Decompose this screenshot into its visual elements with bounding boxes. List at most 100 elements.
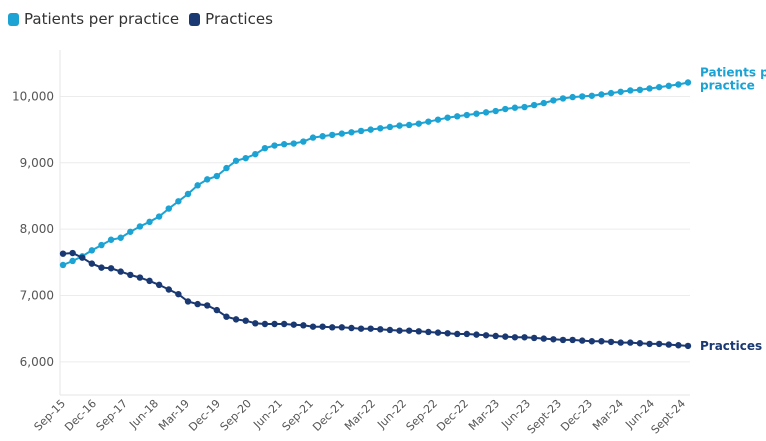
data-point — [617, 339, 624, 346]
data-point — [88, 247, 96, 254]
data-point — [521, 103, 528, 111]
data-point — [415, 328, 422, 335]
data-point — [223, 164, 230, 172]
x-tick-label: Jun-18 — [126, 397, 161, 432]
data-point — [280, 320, 288, 328]
data-point — [252, 320, 259, 327]
data-point — [213, 172, 221, 180]
x-tick-label: Dec-21 — [310, 397, 347, 434]
data-point — [184, 190, 192, 198]
data-point — [69, 249, 76, 257]
data-point — [367, 126, 374, 133]
x-tick-label: Sept-23 — [525, 397, 565, 437]
y-tick-label: 6,000 — [20, 355, 54, 369]
y-tick-label: 10,000 — [12, 89, 54, 103]
data-point — [473, 331, 480, 338]
data-point — [636, 340, 644, 347]
data-point — [434, 329, 442, 336]
data-point — [329, 324, 336, 331]
data-point — [242, 317, 249, 324]
legend-swatch-patients — [8, 12, 19, 26]
x-tick-label: Sep-22 — [404, 397, 441, 434]
data-point — [550, 336, 557, 343]
y-tick-label: 9,000 — [20, 156, 54, 170]
x-tick-label: Sep-17 — [94, 397, 131, 434]
data-point — [646, 340, 653, 348]
data-point — [655, 340, 663, 348]
data-point — [367, 325, 374, 332]
data-point — [165, 205, 172, 212]
series-end-label-line: practice — [700, 79, 755, 93]
data-point — [598, 338, 605, 345]
series-line-practices — [62, 251, 689, 347]
y-tick-label: 7,000 — [20, 288, 54, 302]
data-point — [588, 92, 596, 99]
data-point — [155, 281, 163, 289]
data-point — [155, 213, 163, 220]
data-point — [646, 85, 653, 92]
data-point — [280, 141, 288, 148]
data-point — [675, 342, 682, 349]
data-point — [655, 83, 663, 91]
data-point — [309, 134, 317, 141]
data-point — [579, 337, 586, 344]
data-point — [627, 339, 634, 346]
data-point — [232, 157, 240, 164]
data-point — [79, 254, 86, 261]
data-point — [261, 320, 269, 328]
data-point — [511, 104, 519, 111]
data-point — [415, 120, 422, 127]
data-point — [309, 323, 317, 330]
data-point — [357, 325, 365, 332]
data-point — [194, 300, 201, 308]
data-point — [261, 144, 269, 152]
data-point — [204, 176, 211, 183]
data-point — [300, 138, 307, 145]
x-tick-label: Mar-19 — [156, 397, 192, 433]
data-point — [463, 330, 471, 338]
data-point — [69, 257, 76, 265]
data-point — [300, 322, 307, 329]
x-tick-label: Dec-22 — [434, 397, 471, 434]
legend-label-practices: Practices — [205, 10, 273, 28]
series-end-label-line: Patients per — [700, 66, 766, 80]
data-point — [627, 87, 634, 94]
data-point — [684, 79, 692, 86]
data-point — [348, 324, 355, 332]
x-tick-label: Mar-22 — [342, 397, 378, 433]
y-tick-label: 8,000 — [20, 222, 54, 236]
data-point — [117, 268, 124, 275]
data-point — [204, 302, 211, 309]
data-point — [98, 241, 105, 249]
data-point — [454, 330, 461, 338]
data-point — [492, 107, 499, 115]
data-point — [290, 140, 297, 147]
data-point — [540, 99, 547, 107]
data-point — [59, 261, 67, 269]
x-tick-label: Sep-21 — [280, 397, 317, 434]
data-point — [88, 260, 96, 267]
x-tick-label: Dec-19 — [186, 397, 223, 434]
data-point — [502, 333, 509, 340]
data-point — [146, 277, 153, 285]
x-tick-label: Sep-15 — [32, 397, 69, 434]
data-point — [319, 323, 326, 330]
data-point — [540, 335, 547, 342]
data-point — [473, 110, 480, 117]
data-point — [684, 342, 692, 350]
data-point — [617, 88, 624, 95]
data-point — [521, 334, 528, 341]
data-point — [405, 121, 413, 129]
data-point — [98, 264, 105, 271]
data-point — [107, 236, 115, 243]
x-tick-label: Jun-22 — [374, 397, 409, 432]
data-point — [579, 93, 586, 100]
data-point — [559, 95, 567, 102]
data-point — [454, 113, 461, 120]
series-end-label: Practices — [700, 339, 762, 353]
x-tick-label: Sep-20 — [218, 397, 255, 434]
data-point — [136, 223, 144, 230]
data-point — [607, 89, 615, 97]
